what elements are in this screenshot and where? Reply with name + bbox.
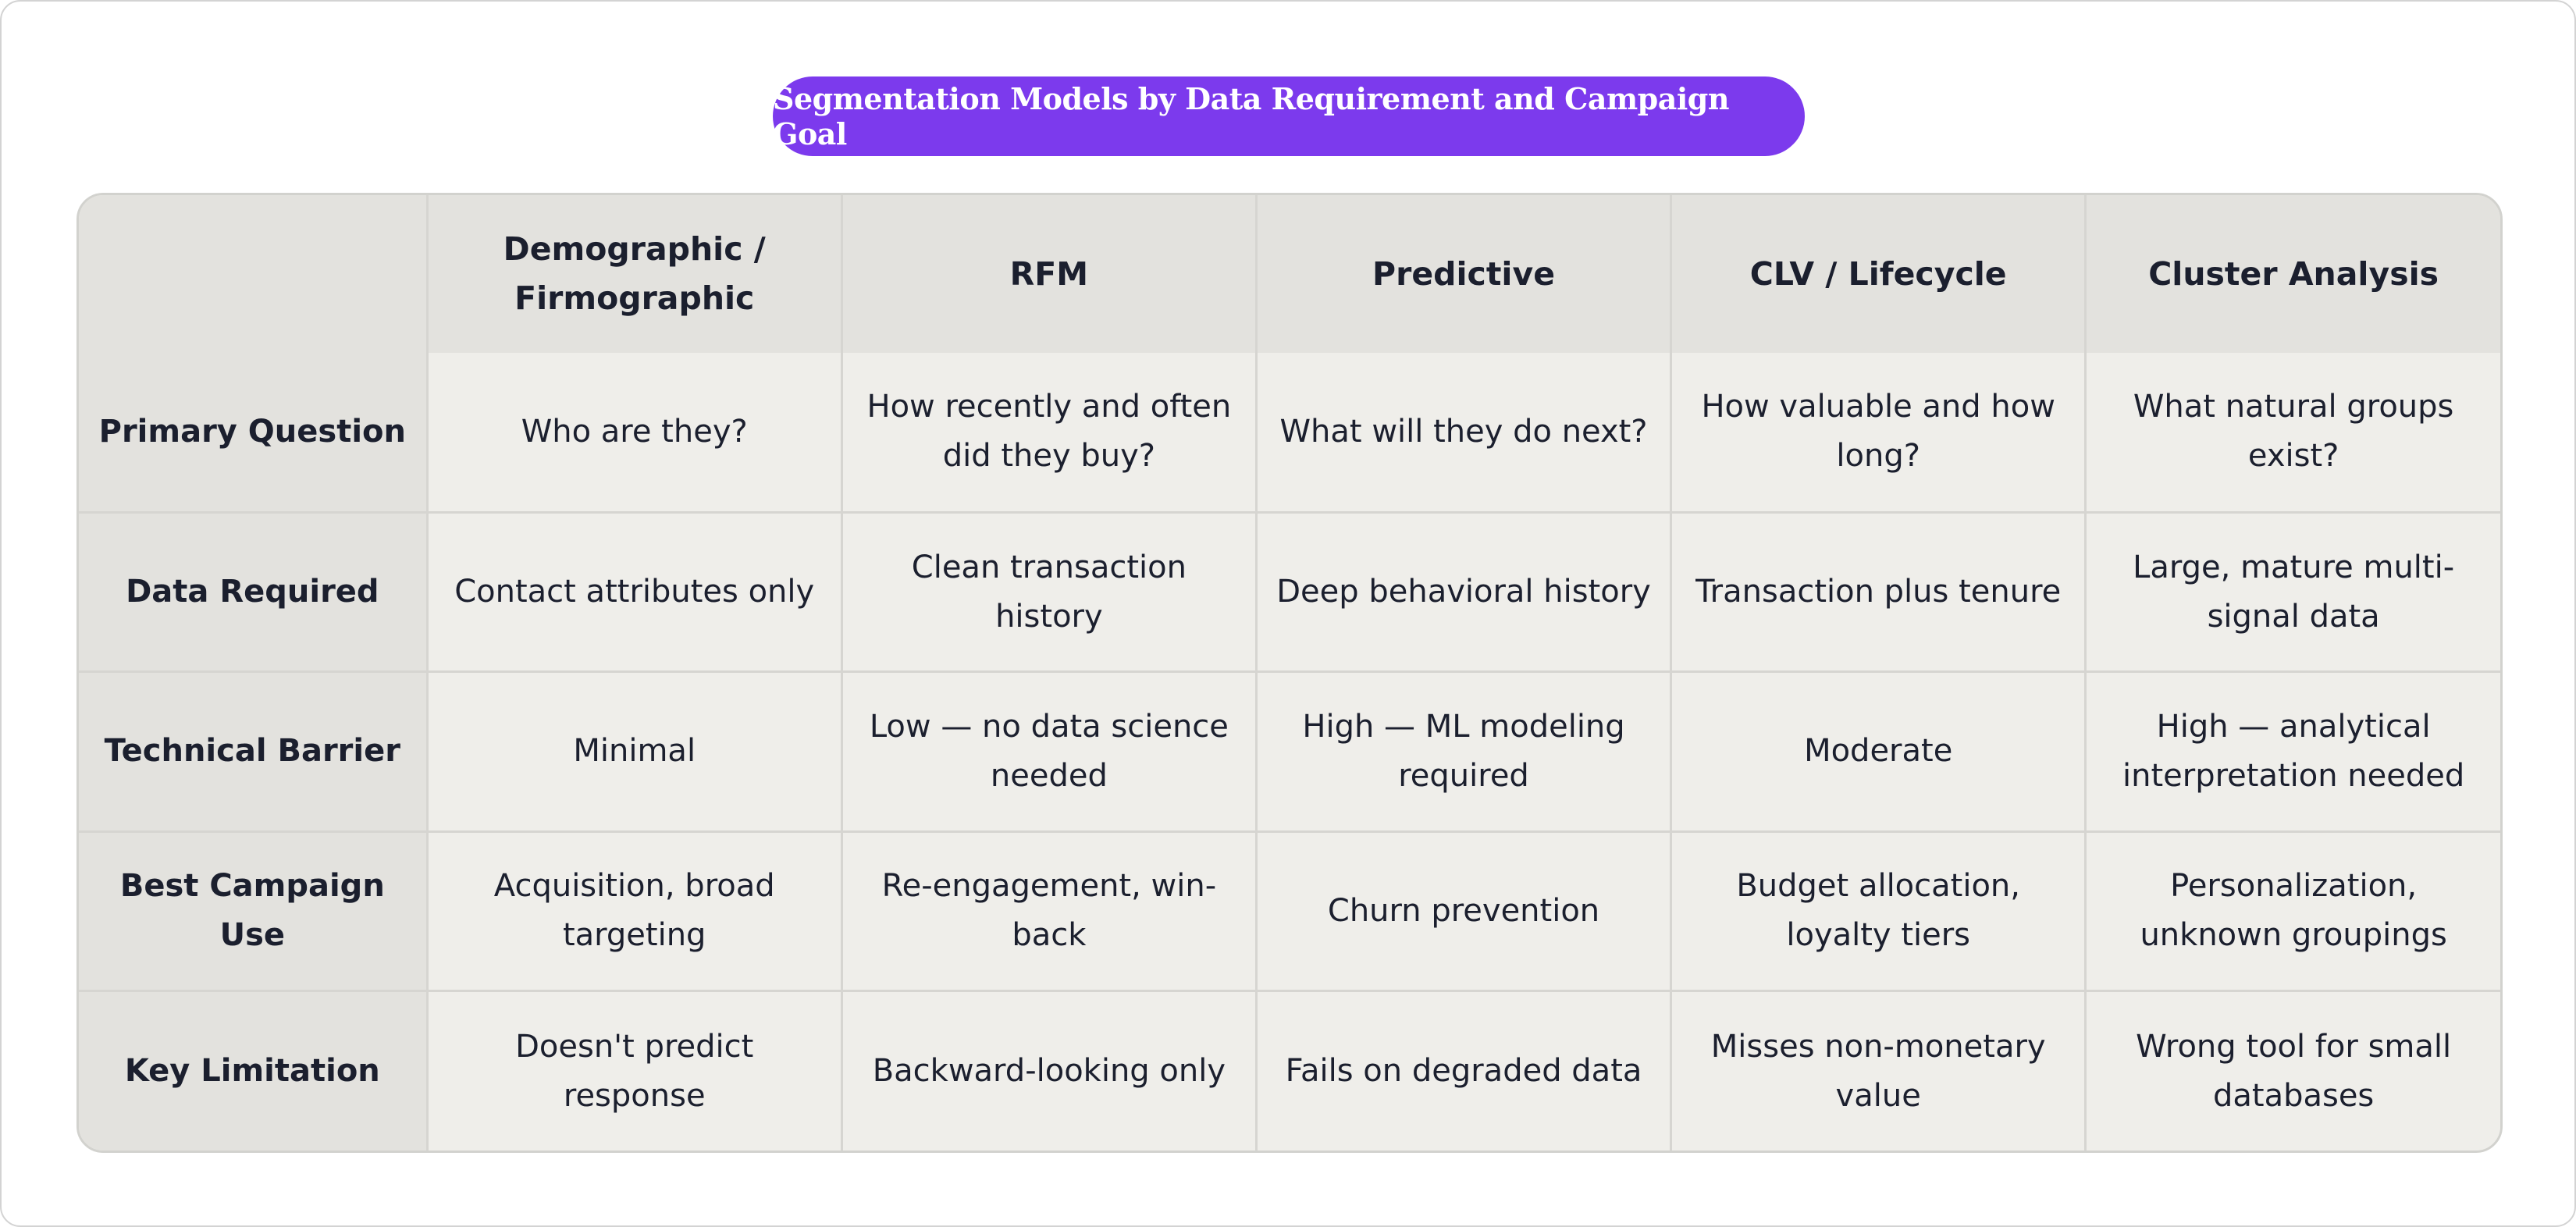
table-cell: Who are they? xyxy=(425,353,843,514)
table-row: Data Required Contact attributes only Cl… xyxy=(79,510,2500,674)
column-header-rfm: RFM xyxy=(840,195,1258,353)
table-cell: What will they do next? xyxy=(1254,353,1673,514)
table-cell: How recently and often did they buy? xyxy=(840,353,1258,514)
table-cell: How valuable and how long? xyxy=(1670,353,2087,514)
corner-cell xyxy=(79,195,429,353)
table-cell: Budget allocation, loyalty tiers xyxy=(1670,830,2087,993)
table-cell: Doesn't predict response xyxy=(425,990,843,1151)
column-header-cluster: Cluster Analysis xyxy=(2084,195,2500,353)
table-cell: Wrong tool for small databases xyxy=(2084,990,2500,1151)
table-cell: Deep behavioral history xyxy=(1254,510,1673,674)
table-cell: Transaction plus tenure xyxy=(1670,510,2087,674)
table-cell: Minimal xyxy=(425,670,843,833)
row-label-best-campaign-use: Best Campaign Use xyxy=(79,830,429,993)
segmentation-table: Demographic / Firmographic RFM Predictiv… xyxy=(76,193,2503,1153)
table-cell: Churn prevention xyxy=(1254,830,1673,993)
table-row: Primary Question Who are they? How recen… xyxy=(79,353,2500,514)
table-row: Best Campaign Use Acquisition, broad tar… xyxy=(79,830,2500,993)
row-label-data-required: Data Required xyxy=(79,510,429,674)
table-cell: Fails on degraded data xyxy=(1254,990,1673,1151)
table-cell: Backward-looking only xyxy=(840,990,1258,1151)
table-cell: Misses non-monetary value xyxy=(1670,990,2087,1151)
column-header-demographic: Demographic / Firmographic xyxy=(425,195,843,353)
table-cell: Large, mature multi-signal data xyxy=(2084,510,2500,674)
table-row: Key Limitation Doesn't predict response … xyxy=(79,990,2500,1151)
table-cell: High — analytical interpretation needed xyxy=(2084,670,2500,833)
table-cell: Clean transaction history xyxy=(840,510,1258,674)
header-row: Demographic / Firmographic RFM Predictiv… xyxy=(79,195,2500,353)
table-cell: Re-engagement, win-back xyxy=(840,830,1258,993)
row-label-key-limitation: Key Limitation xyxy=(79,990,429,1151)
table-cell: Moderate xyxy=(1670,670,2087,833)
column-header-predictive: Predictive xyxy=(1254,195,1673,353)
table-cell: Contact attributes only xyxy=(425,510,843,674)
table-cell: What natural groups exist? xyxy=(2084,353,2500,514)
table-cell: Personalization, unknown groupings xyxy=(2084,830,2500,993)
table-cell: Low — no data science needed xyxy=(840,670,1258,833)
table-cell: High — ML modeling required xyxy=(1254,670,1673,833)
comparison-table: Demographic / Firmographic RFM Predictiv… xyxy=(79,195,2500,1151)
row-label-technical-barrier: Technical Barrier xyxy=(79,670,429,833)
table-cell: Acquisition, broad targeting xyxy=(425,830,843,993)
column-header-clv: CLV / Lifecycle xyxy=(1670,195,2087,353)
row-label-primary-question: Primary Question xyxy=(79,353,429,514)
table-row: Technical Barrier Minimal Low — no data … xyxy=(79,670,2500,833)
table-title: Segmentation Models by Data Requirement … xyxy=(773,76,1805,156)
